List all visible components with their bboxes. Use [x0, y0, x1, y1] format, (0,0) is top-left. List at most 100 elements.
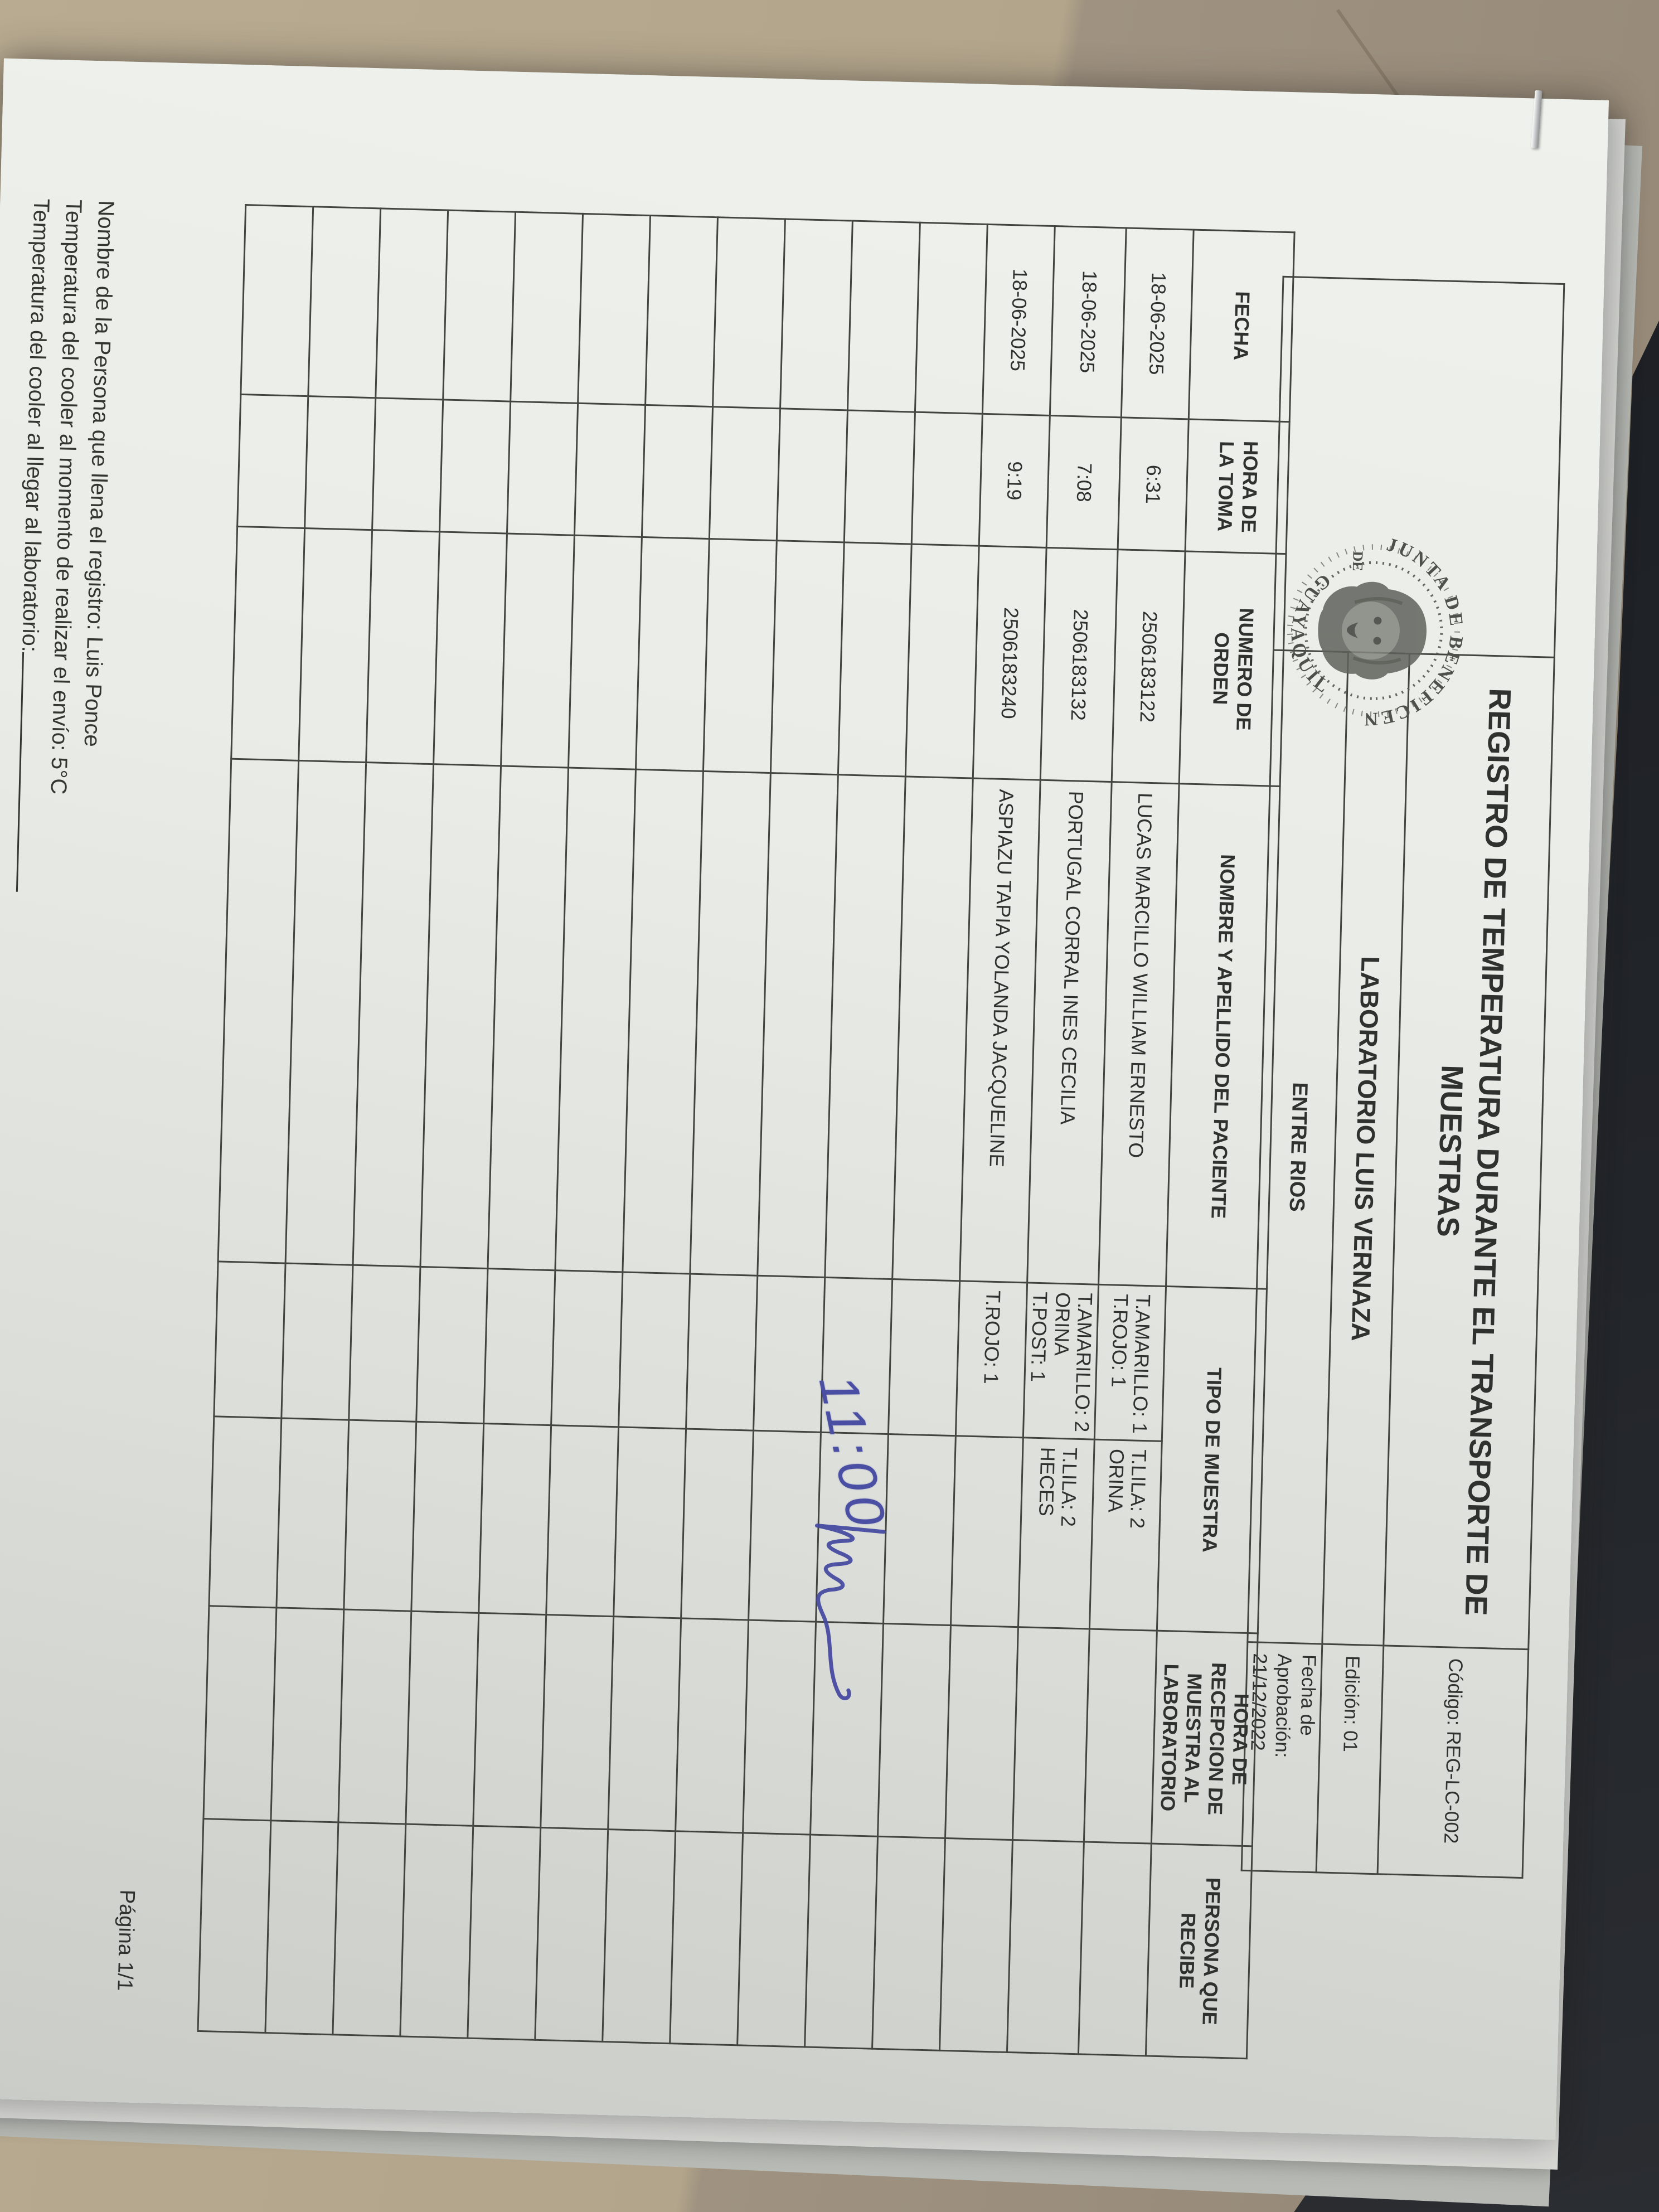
- table-cell: [285, 760, 366, 1265]
- table-cell: [348, 1265, 421, 1422]
- page-number: Página 1/1: [113, 1889, 139, 1992]
- column-header: TIPO DE MUESTRA: [1157, 1286, 1267, 1634]
- document-sheet: JUNTA DE BENEFICENCIA DE GUAYAQUIL: [0, 58, 1609, 2140]
- table-cell: [546, 1425, 619, 1617]
- table-cell: [344, 1420, 416, 1612]
- table-cell: [271, 1608, 345, 1822]
- table-cell: [366, 530, 440, 765]
- table-cell: [265, 1820, 339, 2035]
- code-value: Código: REG-LC-002: [1440, 1658, 1467, 1844]
- table-cell: [770, 540, 845, 775]
- table-cell: [737, 1832, 811, 2047]
- table-cell: 18-06-2025: [982, 224, 1055, 416]
- table-cell: [703, 539, 777, 773]
- samples-table-body: 18-06-2025 6:31 2506183122 LUCAS MARCILLO W…: [198, 205, 1194, 2056]
- table-cell: T.LILA: 2 HECES: [1018, 1438, 1095, 1629]
- table-cell: [824, 775, 906, 1279]
- table-cell: [467, 1825, 541, 2040]
- table-cell: [501, 533, 575, 768]
- site-name: ENTRE RIOS: [1284, 1081, 1312, 1212]
- table-cell: [237, 394, 308, 528]
- table-cell: [888, 1279, 960, 1436]
- table-cell: [218, 759, 299, 1264]
- table-cell: 6:31: [1118, 417, 1189, 551]
- column-header: HORA DE LA TOMA: [1185, 419, 1290, 554]
- table-cell: [602, 1829, 676, 2044]
- table-cell: [443, 210, 516, 402]
- table-cell: [1084, 1629, 1157, 1844]
- table-cell: [198, 1818, 271, 2033]
- table-cell: [276, 1418, 349, 1610]
- table-cell: [540, 1614, 614, 1830]
- column-header: NOMBRE Y APELLIDO DEL PACIENTE: [1166, 784, 1280, 1289]
- table-cell: [709, 406, 780, 541]
- table-cell: [945, 1625, 1018, 1840]
- edition-value: Edición: 01: [1339, 1655, 1364, 1753]
- table-cell: [911, 412, 983, 546]
- table-cell: [618, 1272, 691, 1429]
- table-cell: [636, 537, 710, 772]
- column-header: FECHA: [1189, 230, 1295, 422]
- junta-de-beneficencia-seal: JUNTA DE BENEFICENCIA DE GUAYAQUIL: [1285, 516, 1488, 733]
- blank-underline: [16, 652, 42, 892]
- table-cell: [420, 764, 501, 1269]
- table-cell: T.AMARILLO: 1 T.ROJO: 1: [1094, 1284, 1166, 1442]
- footer-filled-by: Nombre de la Persona que llena el regist…: [79, 200, 119, 748]
- table-cell: [892, 777, 973, 1281]
- table-cell: T.LILA: 2 ORINA: [1089, 1439, 1162, 1631]
- table-cell: [838, 542, 912, 777]
- edition-cell: Edición: 01: [1316, 1643, 1384, 1874]
- table-cell: 7:08: [1046, 415, 1122, 550]
- column-header: PERSONA QUE RECIBE: [1146, 1843, 1253, 2059]
- logo-cell: JUNTA DE BENEFICENCIA DE GUAYAQUIL: [1273, 276, 1564, 733]
- samples-table: FECHA HORA DE LA TOMA NUMERO DE ORDEN NOMBR…: [197, 204, 1296, 2059]
- column-header: HORA DE RECEPCION DE MUESTRA AL LABORATO…: [1151, 1631, 1258, 1846]
- table-cell: [608, 1617, 681, 1831]
- table-cell: [555, 768, 636, 1272]
- table-cell: LUCAS MARCILLO WILLIAM ERNESTO: [1098, 782, 1180, 1287]
- footer-arrival-label: Temperatura del cooler al llegar al labo…: [17, 198, 54, 653]
- table-cell: [905, 544, 979, 779]
- table-cell: [645, 215, 718, 407]
- table-cell: [675, 1618, 749, 1833]
- table-cell: 2506183132: [1040, 547, 1118, 782]
- table-cell: [574, 403, 646, 537]
- table-cell: T.AMARILLO: 2 ORINA T.POST: 1: [1023, 1282, 1099, 1440]
- table-cell: [568, 535, 642, 770]
- lion-head-icon: [1318, 581, 1427, 680]
- document-title-cell: REGISTRO DE TEMPERATURA DURANTE EL TRANS…: [1383, 653, 1555, 1650]
- table-cell: [578, 214, 651, 405]
- table-cell: [847, 221, 920, 413]
- table-cell: ASPIAZU TAPIA YOLANDA JACQUELINE: [959, 778, 1041, 1283]
- table-cell: [804, 1834, 878, 2049]
- document-title: REGISTRO DE TEMPERATURA DURANTE EL TRANS…: [1431, 687, 1517, 1617]
- table-cell: [203, 1606, 277, 1821]
- table-cell: [642, 405, 713, 539]
- table-cell: [416, 1267, 488, 1424]
- table-cell: [209, 1417, 282, 1608]
- table-cell: [777, 408, 848, 542]
- table-cell: [613, 1427, 686, 1619]
- table-cell: PORTUGAL CORRAL INES CECILIA: [1027, 780, 1112, 1285]
- table-cell: 18-06-2025: [1050, 226, 1127, 418]
- table-cell: [1078, 1841, 1152, 2056]
- table-cell: [712, 217, 785, 409]
- seal-left-text: DE: [1350, 551, 1366, 571]
- laboratory-name: LABORATORIO LUIS VERNAZA: [1346, 955, 1386, 1342]
- table-cell: [915, 222, 988, 414]
- table-cell: [551, 1270, 623, 1428]
- table-cell: [939, 1838, 1013, 2053]
- table-cell: [372, 397, 443, 532]
- table-cell: [507, 401, 578, 536]
- table-cell: [686, 1274, 758, 1431]
- table-cell: [433, 531, 507, 767]
- table-cell: [681, 1429, 754, 1621]
- table-cell: [439, 400, 511, 534]
- table-cell: [333, 1822, 406, 2036]
- table-cell: [670, 1831, 743, 2045]
- table-cell: [780, 219, 853, 411]
- table-cell: [400, 1823, 473, 2039]
- table-cell: [623, 769, 704, 1274]
- table-cell: 2506183240: [973, 546, 1047, 780]
